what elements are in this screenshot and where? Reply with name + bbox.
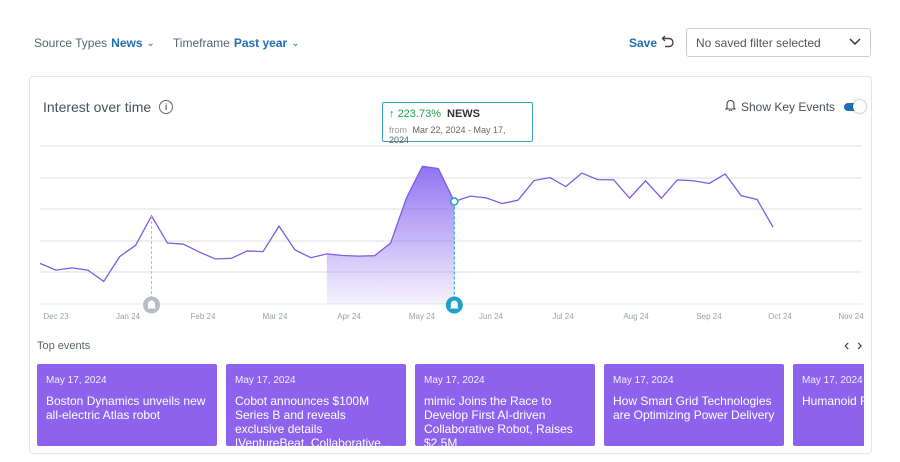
tooltip-date-range: Mar 22, 2024 - May 17, 2024 [389,125,506,145]
x-tick-label: Aug 24 [623,312,649,321]
tooltip-from-label: from [389,125,407,135]
bell-icon [724,99,737,114]
event-date: May 17, 2024 [802,375,863,386]
x-tick-label: Jun 24 [479,312,504,321]
bell-icon [147,300,157,309]
event-title: Humanoid R Insights and [802,394,864,408]
x-tick-label: Sep 24 [696,312,722,321]
top-events-heading: Top events [37,340,91,352]
interest-over-time-panel [29,76,872,454]
x-tick-label: Feb 24 [191,312,216,321]
chevron-down-icon: ⌄ [291,37,300,49]
timeframe-value: Past year [233,36,288,50]
x-tick-label: Jan 24 [116,312,141,321]
x-tick-label: May 24 [409,312,436,321]
event-title: How Smart Grid Technologies are Optimizi… [613,394,775,422]
chevron-right-icon[interactable]: › [857,337,863,354]
event-card[interactable]: May 17, 2024 Humanoid R Insights and [793,364,864,446]
saved-filter-select[interactable]: No saved filter selected [686,28,871,57]
key-events-label: Show Key Events [741,99,836,114]
info-icon[interactable]: i [159,100,174,114]
x-tick-label: Jul 24 [552,312,574,321]
x-tick-label: Apr 24 [337,312,361,321]
save-button[interactable]: Save [629,36,658,50]
x-tick-label: Oct 24 [768,312,792,321]
highlight-point [450,197,459,206]
event-date: May 17, 2024 [46,375,107,386]
x-tick-label: Nov 24 [838,312,864,321]
chevron-down-icon [840,37,870,49]
event-title: Boston Dynamics unveils new all-electric… [46,394,206,422]
chart-tooltip: ↑ 223.73% NEWS from Mar 22, 2024 - May 1… [382,102,533,145]
event-card[interactable]: May 17, 2024 mimic Joins the Race to Dev… [415,364,595,446]
source-types-filter[interactable]: Source Types News ⌄ [34,36,155,50]
x-tick-label: Mar 24 [263,312,288,321]
bell-icon [449,300,459,309]
source-types-value: News [111,36,143,50]
panel-title: Interest over time i [43,99,174,115]
tooltip-source-type: NEWS [447,108,480,120]
saved-filter-value: No saved filter selected [696,35,821,50]
event-card[interactable]: May 17, 2024 Cobot announces $100M Serie… [226,364,406,446]
event-date: May 17, 2024 [424,375,485,386]
events-carousel: May 17, 2024 Boston Dynamics unveils new… [37,364,864,446]
series-line [39,165,774,283]
source-types-label: Source Types [34,36,108,50]
tooltip-percent-value: 223.73% [397,108,441,120]
key-events-toggle[interactable] [844,99,867,113]
event-card[interactable]: May 17, 2024 How Smart Grid Technologies… [604,364,784,446]
event-card[interactable]: May 17, 2024 Boston Dynamics unveils new… [37,364,217,446]
highlight-area [326,166,455,304]
event-date: May 17, 2024 [613,375,674,386]
event-title: Cobot announces $100M Series B and revea… [235,394,391,446]
timeframe-filter[interactable]: Timeframe Past year ⌄ [173,36,300,50]
undo-icon[interactable] [661,34,677,50]
tooltip-percent-change: ↑ 223.73% [389,108,441,120]
chevron-down-icon: ⌄ [146,37,155,49]
x-tick-label: Dec 23 [43,312,69,321]
filter-bar: Source Types News ⌄ Timeframe Past year … [34,36,300,50]
chevron-left-icon[interactable]: ‹ [844,337,850,354]
event-date: May 17, 2024 [235,375,296,386]
key-events-toggle-group: Show Key Events [724,99,867,114]
panel-title-text: Interest over time [43,99,152,115]
timeframe-label: Timeframe [172,36,230,50]
event-title: mimic Joins the Race to Develop First AI… [424,394,573,446]
